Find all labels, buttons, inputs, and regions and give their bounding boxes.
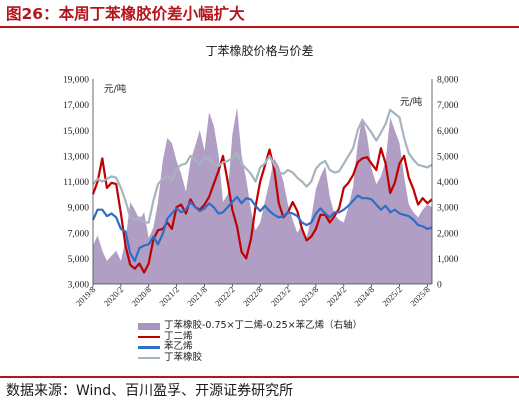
x-tick-label: 2020/2 <box>102 284 126 308</box>
legend-swatch <box>138 346 160 349</box>
y-right-tick-label: 0 <box>437 281 442 291</box>
chart-title: 丁苯橡胶价格与价差 <box>205 44 314 58</box>
x-tick-label: 2025/2 <box>380 284 404 308</box>
legend-swatch <box>138 335 160 339</box>
y-left-tick-label: 7,000 <box>68 229 90 239</box>
y-right-tick-label: 2,000 <box>437 229 459 239</box>
x-tick-label: 2024/8 <box>352 284 376 308</box>
legend-label: 苯乙烯 <box>164 341 193 353</box>
y-left-unit: 元/吨 <box>104 83 127 95</box>
legend-item: 丁二烯 <box>138 330 362 343</box>
y-left-tick-label: 11,000 <box>63 178 89 188</box>
y-left-tick-label: 17,000 <box>63 101 89 111</box>
source-divider <box>0 376 519 378</box>
legend-label: 丁苯橡胶-0.75×丁二烯-0.25×苯乙烯（右轴） <box>164 320 363 331</box>
legend-item: 丁苯橡胶 <box>138 351 362 364</box>
x-tick-label: 2022/8 <box>241 284 265 308</box>
spread-area-layer <box>93 107 432 284</box>
y-left-tick-label: 19,000 <box>63 76 89 86</box>
y-left-tick-label: 13,000 <box>63 152 89 162</box>
legend-item: 丁苯橡胶-0.75×丁二烯-0.25×苯乙烯（右轴） <box>138 320 363 332</box>
price-lines-layer <box>91 108 433 274</box>
chart-legend: 丁苯橡胶-0.75×丁二烯-0.25×苯乙烯（右轴） 丁二烯 苯乙烯 丁苯橡胶 <box>138 320 363 364</box>
legend-item: 苯乙烯 <box>138 342 362 353</box>
y-right-tick-label: 8,000 <box>437 76 459 86</box>
x-tick-label: 2024/2 <box>324 284 348 308</box>
source-note: 数据来源：Wind、百川盈孚、开源证券研究所 <box>6 383 294 399</box>
legend-label: 丁苯橡胶 <box>164 351 203 363</box>
x-tick-label: 2023/8 <box>297 284 321 308</box>
series-butadiene-line <box>91 147 433 274</box>
y-right-unit: 元/吨 <box>400 96 423 108</box>
price-spread-chart: 3,000 5,000 7,000 9,000 11,000 13,000 15,000 17… <box>63 76 459 309</box>
x-tick-label: 2021/2 <box>157 284 181 308</box>
axes-layer: 3,000 5,000 7,000 9,000 11,000 13,000 15,000 17… <box>63 76 459 309</box>
title-divider <box>0 26 519 28</box>
y-left-tick-label: 3,000 <box>68 281 90 291</box>
y-right-tick-label: 5,000 <box>437 152 459 162</box>
x-tick-label: 2025/8 <box>408 284 432 308</box>
y-right-tick-label: 7,000 <box>437 101 459 111</box>
series-styrene-line <box>91 194 433 262</box>
y-right-tick-label: 4,000 <box>437 178 459 188</box>
figure-title: 图26：本周丁苯橡胶价差小幅扩大 <box>6 5 245 23</box>
series-spread-area <box>93 107 432 284</box>
series-sbr-line <box>92 108 433 224</box>
y-left-tick-label: 9,000 <box>68 204 90 214</box>
legend-swatch <box>138 322 160 330</box>
x-tick-label: 2020/8 <box>129 284 153 308</box>
legend-swatch <box>138 356 160 360</box>
legend-label: 丁二烯 <box>164 330 193 342</box>
x-tick-label: 2022/2 <box>213 284 237 308</box>
y-right-tick-label: 6,000 <box>437 127 459 137</box>
x-tick-label: 2023/2 <box>269 284 293 308</box>
x-tick-label: 2021/8 <box>185 284 209 308</box>
y-right-tick-label: 1,000 <box>437 255 459 265</box>
y-left-tick-label: 15,000 <box>63 127 89 137</box>
y-left-tick-label: 5,000 <box>68 255 90 265</box>
y-right-tick-label: 3,000 <box>437 204 459 214</box>
